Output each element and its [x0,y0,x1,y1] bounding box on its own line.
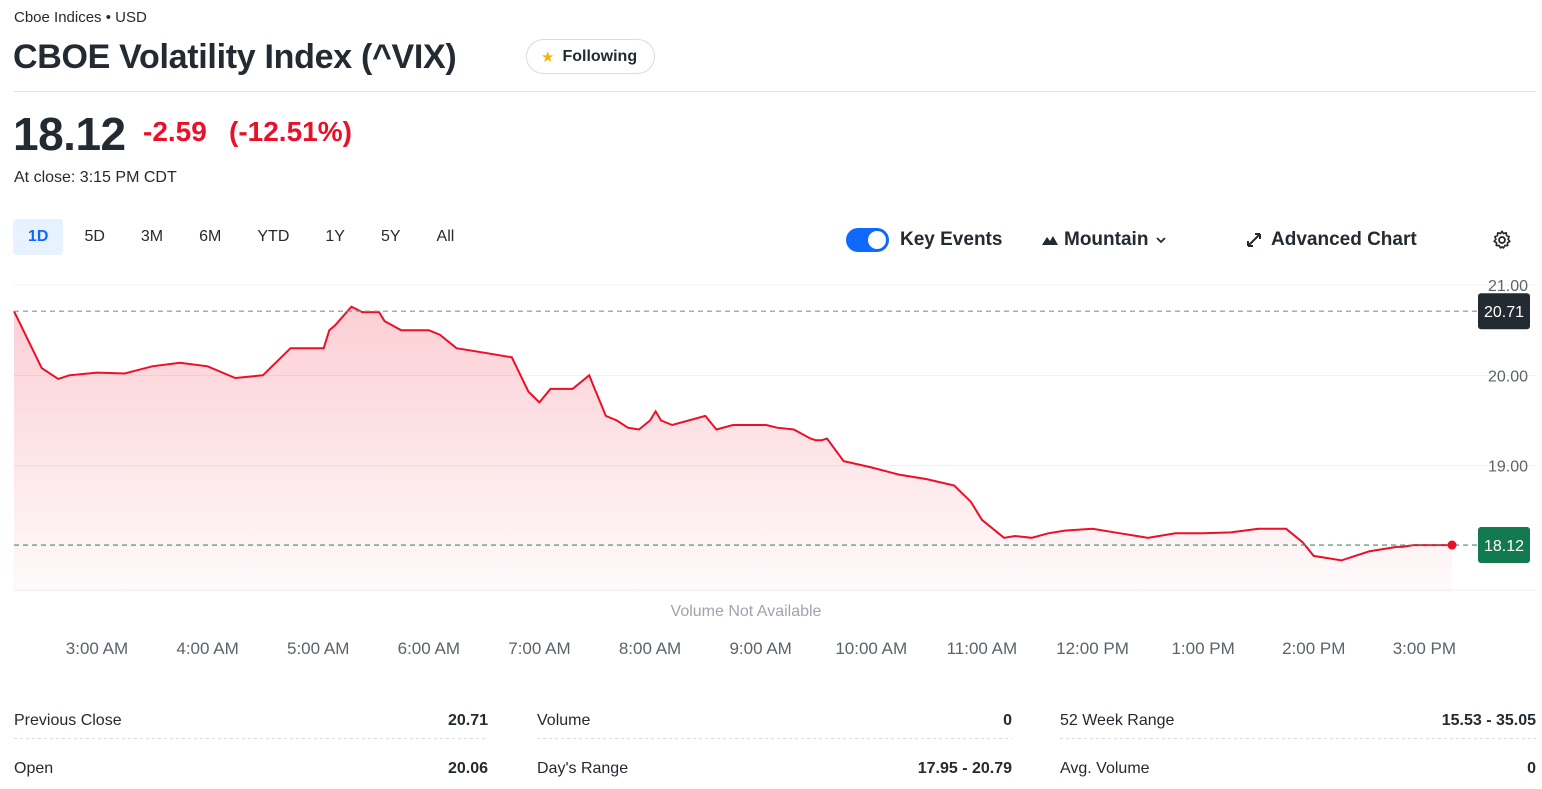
x-tick-label: 6:00 AM [398,639,460,658]
stat-label: Previous Close [14,712,122,729]
current-price: 18.12 [13,108,126,160]
stat-label: Volume [537,712,591,729]
stat-day-s-range: Day's Range 17.95 - 20.79 [537,760,1012,778]
stat-avg-volume: Avg. Volume 0 [1060,760,1536,778]
stat-volume: Volume 0 [537,712,1012,730]
header-divider [14,91,1536,92]
range-tab-5y[interactable]: 5Y [380,228,401,245]
toggle-knob [868,231,886,249]
x-tick-label: 3:00 PM [1393,639,1456,658]
x-tick-label: 11:00 AM [947,639,1018,658]
price-change: -2.59 [143,116,207,147]
star-icon: ★ [541,48,555,66]
exchange-label: Cboe Indices • USD [14,9,147,26]
stat-52-week-range: 52 Week Range 15.53 - 35.05 [1060,712,1536,730]
price-line [13,305,1452,562]
y-tick-label: 21.00 [1488,278,1528,295]
stat-label: 52 Week Range [1060,712,1175,729]
stat-divider [537,738,1012,739]
gear-icon[interactable] [1491,229,1513,251]
key-events-toggle[interactable] [846,228,889,252]
x-tick-label: 7:00 AM [508,639,570,658]
range-tab-1d[interactable]: 1D [13,219,64,255]
range-tab-6m[interactable]: 6M [199,228,222,245]
x-tick-label: 8:00 AM [619,639,681,658]
stat-divider [1060,738,1536,739]
last-price-label: 18.12 [1484,538,1524,555]
page-title: CBOE Volatility Index (^VIX) [13,38,457,76]
range-tab-1y[interactable]: 1Y [325,228,345,245]
stat-previous-close: Previous Close 20.71 [14,712,488,730]
range-tab-ytd[interactable]: YTD [257,228,290,245]
x-tick-label: 4:00 AM [176,639,238,658]
x-tick-label: 5:00 AM [287,639,349,658]
advanced-chart-label: Advanced Chart [1271,229,1417,250]
last-price-badge [1478,527,1530,564]
stat-label: Day's Range [537,760,629,777]
chevron-down-icon [1156,237,1167,244]
expand-icon [1247,233,1261,247]
volume-note: Volume Not Available [671,603,822,620]
range-tab-all[interactable]: All [436,228,455,245]
x-tick-label: 12:00 PM [1056,639,1129,658]
chart-type-dropdown[interactable]: Mountain [1042,229,1168,251]
previous-close-badge [1478,293,1530,330]
price-change-percent: (-12.51%) [229,116,352,147]
chart-type-label: Mountain [1064,229,1149,250]
stat-value: 0 [1527,760,1536,777]
range-tab-3m[interactable]: 3M [140,228,164,245]
x-tick-label: 1:00 PM [1171,639,1234,658]
last-point-marker [1447,540,1457,550]
key-events-label[interactable]: Key Events [900,229,1003,250]
stat-value: 20.06 [447,760,488,777]
x-tick-label: 10:00 AM [835,639,907,658]
stat-label: Avg. Volume [1060,760,1150,777]
y-tick-label: 19.00 [1488,459,1528,476]
stat-open: Open 20.06 [14,760,488,778]
price-area [14,306,1452,592]
stat-value: 0 [1003,712,1012,729]
y-tick-label: 20.00 [1488,368,1528,385]
price-chart[interactable]: 20.71 18.12 21.00 20.00 19.00 3:00 AM 4:00 A… [0,262,1542,662]
following-button[interactable]: ★ Following [526,39,656,74]
x-tick-label: 3:00 AM [66,639,128,658]
stat-value: 20.71 [447,712,488,729]
following-label: Following [562,47,638,65]
previous-close-label: 20.71 [1484,304,1524,321]
range-tabs: 1D 5D 3M 6M YTD 1Y 5Y All [13,219,469,255]
stat-value: 15.53 - 35.05 [1441,712,1536,729]
stat-label: Open [14,760,54,777]
advanced-chart-button[interactable]: Advanced Chart [1245,229,1417,251]
stat-value: 17.95 - 20.79 [917,760,1012,777]
range-tab-5d[interactable]: 5D [84,228,105,245]
close-time: At close: 3:15 PM CDT [14,169,177,186]
stat-divider [14,738,488,739]
mountain-icon [1042,236,1058,245]
x-tick-label: 2:00 PM [1282,639,1345,658]
x-tick-label: 9:00 AM [729,639,791,658]
